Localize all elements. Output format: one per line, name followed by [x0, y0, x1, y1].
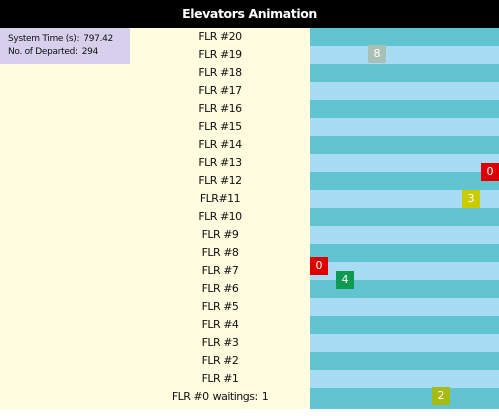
- floor-name: FLR#11: [199, 192, 241, 205]
- elevator-car[interactable]: 4: [336, 271, 354, 289]
- floor-band: [310, 208, 499, 226]
- floor-label: FLR #20: [140, 28, 300, 46]
- floor-name: FLR #17: [198, 84, 242, 97]
- floor-label: FLR #18: [140, 64, 300, 82]
- floor-label: FLR #10: [140, 208, 300, 226]
- floor-name: FLR #14: [198, 138, 242, 151]
- floor-name: FLR #10: [198, 210, 242, 223]
- floor-band: [310, 100, 499, 118]
- floor-label: FLR #6: [140, 280, 300, 298]
- floor-name: FLR #8: [201, 246, 239, 259]
- floor-band: [310, 118, 499, 136]
- floor-band: [310, 46, 499, 64]
- floor-label: FLR #15: [140, 118, 300, 136]
- floor-label: FLR#11: [140, 190, 300, 208]
- floor-label: FLR #13: [140, 154, 300, 172]
- floor-band: [310, 334, 499, 352]
- floor-name: FLR #1: [201, 372, 239, 385]
- floor-band: [310, 82, 499, 100]
- floor-name: FLR #2: [201, 354, 239, 367]
- elevator-car[interactable]: 0: [310, 257, 328, 275]
- departed-label: No. of Departed:: [8, 47, 78, 57]
- floor-band: [310, 172, 499, 190]
- system-time-value: 797.42: [83, 34, 113, 44]
- floor-band: [310, 388, 499, 409]
- departed-value: 294: [81, 47, 99, 57]
- floor-label: FLR #0 waitings: 1: [140, 388, 300, 406]
- floor-band: [310, 64, 499, 82]
- floor-name: FLR #4: [201, 318, 239, 331]
- floor-name: FLR #5: [201, 300, 239, 313]
- floor-band: [310, 28, 499, 46]
- floor-band: [310, 298, 499, 316]
- elevator-shaft: 8 0 3 0 4 2: [310, 28, 499, 409]
- window-bottom-edge: [0, 409, 499, 416]
- floor-band: [310, 316, 499, 334]
- waiting-label: waitings:: [212, 390, 259, 403]
- elevator-car[interactable]: 2: [432, 387, 450, 405]
- floor-name: FLR #15: [198, 120, 242, 133]
- floor-name: FLR #6: [201, 282, 239, 295]
- elevator-car[interactable]: 8: [368, 45, 386, 63]
- waiting-count: 1: [261, 390, 269, 403]
- floor-name: FLR #18: [198, 66, 242, 79]
- floor-label: FLR #8: [140, 244, 300, 262]
- system-time-readout: System Time (s): 797.42: [8, 34, 117, 44]
- floor-label: FLR #1: [140, 370, 300, 388]
- floor-name: FLR #20: [198, 30, 242, 43]
- floor-band: [310, 226, 499, 244]
- floor-panel: [0, 28, 310, 409]
- floor-band: [310, 262, 499, 280]
- floor-label: FLR #3: [140, 334, 300, 352]
- departed-readout: No. of Departed: 294: [8, 47, 102, 57]
- elevator-car[interactable]: 3: [462, 190, 480, 208]
- floor-label: FLR #16: [140, 100, 300, 118]
- floor-name: FLR #12: [198, 174, 242, 187]
- floor-label: FLR #19: [140, 46, 300, 64]
- floor-label: FLR #14: [140, 136, 300, 154]
- floor-band: [310, 190, 499, 208]
- system-time-label: System Time (s):: [8, 34, 80, 44]
- floor-band: [310, 136, 499, 154]
- elevator-car[interactable]: 0: [481, 163, 499, 181]
- floor-name: FLR #3: [201, 336, 239, 349]
- floor-label: FLR #12: [140, 172, 300, 190]
- floor-band: [310, 244, 499, 262]
- floor-label: FLR #17: [140, 82, 300, 100]
- stats-box: System Time (s): 797.42 No. of Departed: 2…: [0, 28, 130, 64]
- floor-name: FLR #13: [198, 156, 242, 169]
- floor-label: FLR #9: [140, 226, 300, 244]
- floor-band: [310, 280, 499, 298]
- floor-name: FLR #19: [198, 48, 242, 61]
- floor-label: FLR #7: [140, 262, 300, 280]
- floor-name: FLR #0: [171, 390, 209, 403]
- floor-label: FLR #4: [140, 316, 300, 334]
- floor-name: FLR #9: [201, 228, 239, 241]
- floor-band: [310, 370, 499, 388]
- floor-band: [310, 154, 499, 172]
- floor-name: FLR #7: [201, 264, 239, 277]
- floor-name: FLR #16: [198, 102, 242, 115]
- floor-label: FLR #5: [140, 298, 300, 316]
- floor-band: [310, 352, 499, 370]
- window-title: Elevators Animation: [0, 0, 499, 28]
- floor-label: FLR #2: [140, 352, 300, 370]
